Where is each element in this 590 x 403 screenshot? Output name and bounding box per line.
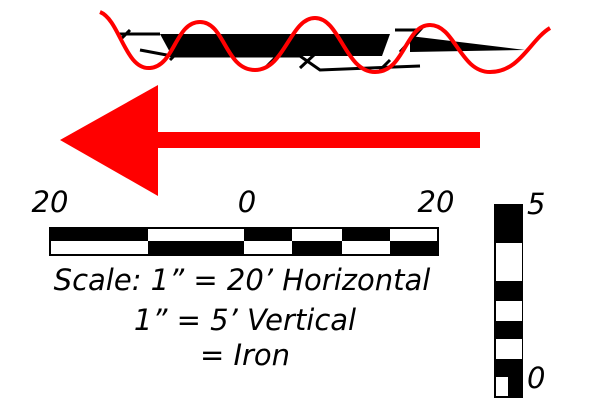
bar-cell xyxy=(495,321,508,339)
wedge xyxy=(410,36,525,52)
h-tick-label: 0 xyxy=(238,185,256,219)
bar-cell xyxy=(342,228,390,241)
bar-cell xyxy=(390,241,438,255)
black-band xyxy=(160,34,390,56)
bar-cell xyxy=(292,241,342,255)
bar-cell xyxy=(495,281,508,301)
arrow-head xyxy=(60,85,158,196)
v-tick-label: 0 xyxy=(527,361,545,395)
hatch-line xyxy=(298,38,332,70)
hatch-line xyxy=(139,48,421,72)
bar-cell xyxy=(508,339,522,359)
vertical-scale-bar xyxy=(494,204,523,398)
h-tick-label: 20 xyxy=(32,185,69,219)
scale-caption: 1” = 5’ Vertical xyxy=(134,303,356,337)
horizontal-scale-bar xyxy=(49,227,439,256)
bar-cell xyxy=(495,359,508,377)
scale-caption: Scale: 1” = 20’ Horizontal xyxy=(54,263,431,297)
bar-cell xyxy=(495,205,508,243)
h-tick-label: 20 xyxy=(418,185,455,219)
red-wave xyxy=(98,10,552,75)
section-sketch xyxy=(98,10,552,75)
bar-cell xyxy=(244,228,292,241)
arrow xyxy=(60,85,480,196)
bar-cell xyxy=(148,241,244,255)
bar-cell xyxy=(508,243,522,281)
bar-cell xyxy=(508,301,522,321)
bar-cell xyxy=(50,228,148,241)
arrow-shaft xyxy=(150,132,480,148)
v-tick-label: 5 xyxy=(527,187,545,221)
scale-caption: = Iron xyxy=(200,338,290,372)
